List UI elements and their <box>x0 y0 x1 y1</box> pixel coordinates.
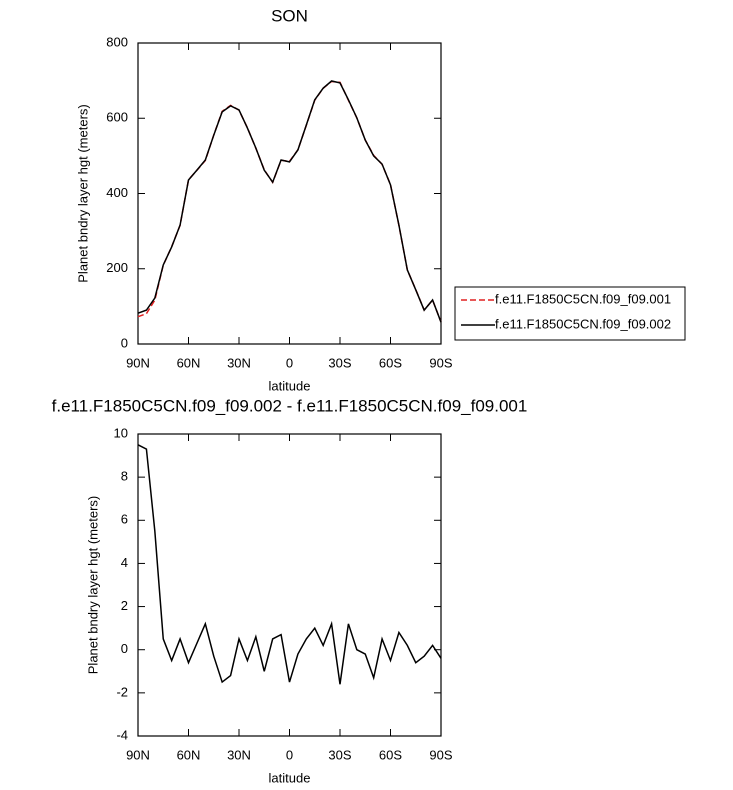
data-line <box>137 80 442 323</box>
y-tick-label: 10 <box>114 425 128 440</box>
x-tick-label: 30S <box>328 355 351 370</box>
y-tick-label: 600 <box>106 110 128 125</box>
x-tick-label: 60S <box>379 355 402 370</box>
x-tick-label: 90S <box>429 355 452 370</box>
x-tick-label: 30S <box>328 747 351 762</box>
y-tick-label: 400 <box>106 185 128 200</box>
plot-frame <box>137 42 442 345</box>
x-tick-label: 90N <box>126 747 150 762</box>
y-tick-label: 800 <box>106 34 128 49</box>
legend-box <box>454 286 686 341</box>
y-axis-label: Planet bndry layer hgt (meters) <box>85 496 100 674</box>
legend-label: f.e11.F1850C5CN.f09_f09.001 <box>495 291 671 306</box>
y-tick-label: -4 <box>116 727 128 742</box>
x-tick-label: 0 <box>286 355 293 370</box>
x-tick-label: 30N <box>227 747 251 762</box>
y-tick-label: 2 <box>121 598 128 613</box>
x-tick-label: 30N <box>227 355 251 370</box>
x-tick-label: 90S <box>429 747 452 762</box>
x-tick-label: 60N <box>177 355 201 370</box>
y-tick-label: 6 <box>121 512 128 527</box>
y-tick-label: 4 <box>121 555 128 570</box>
plot-frame <box>137 433 442 737</box>
chart-title: SON <box>271 6 308 25</box>
y-axis-label: Planet bndry layer hgt (meters) <box>75 104 90 282</box>
data-line <box>137 444 442 685</box>
y-tick-label: 0 <box>121 335 128 350</box>
x-tick-label: 0 <box>286 747 293 762</box>
y-tick-label: 8 <box>121 469 128 484</box>
x-tick-label: 60N <box>177 747 201 762</box>
x-tick-label: 60S <box>379 747 402 762</box>
x-tick-label: 90N <box>126 355 150 370</box>
y-tick-label: 200 <box>106 260 128 275</box>
x-axis-label: latitude <box>269 770 311 785</box>
data-line <box>137 80 442 323</box>
y-tick-label: 0 <box>121 641 128 656</box>
x-axis-label: latitude <box>269 378 311 393</box>
chart-title: f.e11.F1850C5CN.f09_f09.002 - f.e11.F185… <box>52 396 528 415</box>
y-tick-label: -2 <box>116 684 128 699</box>
legend-label: f.e11.F1850C5CN.f09_f09.002 <box>495 316 671 331</box>
